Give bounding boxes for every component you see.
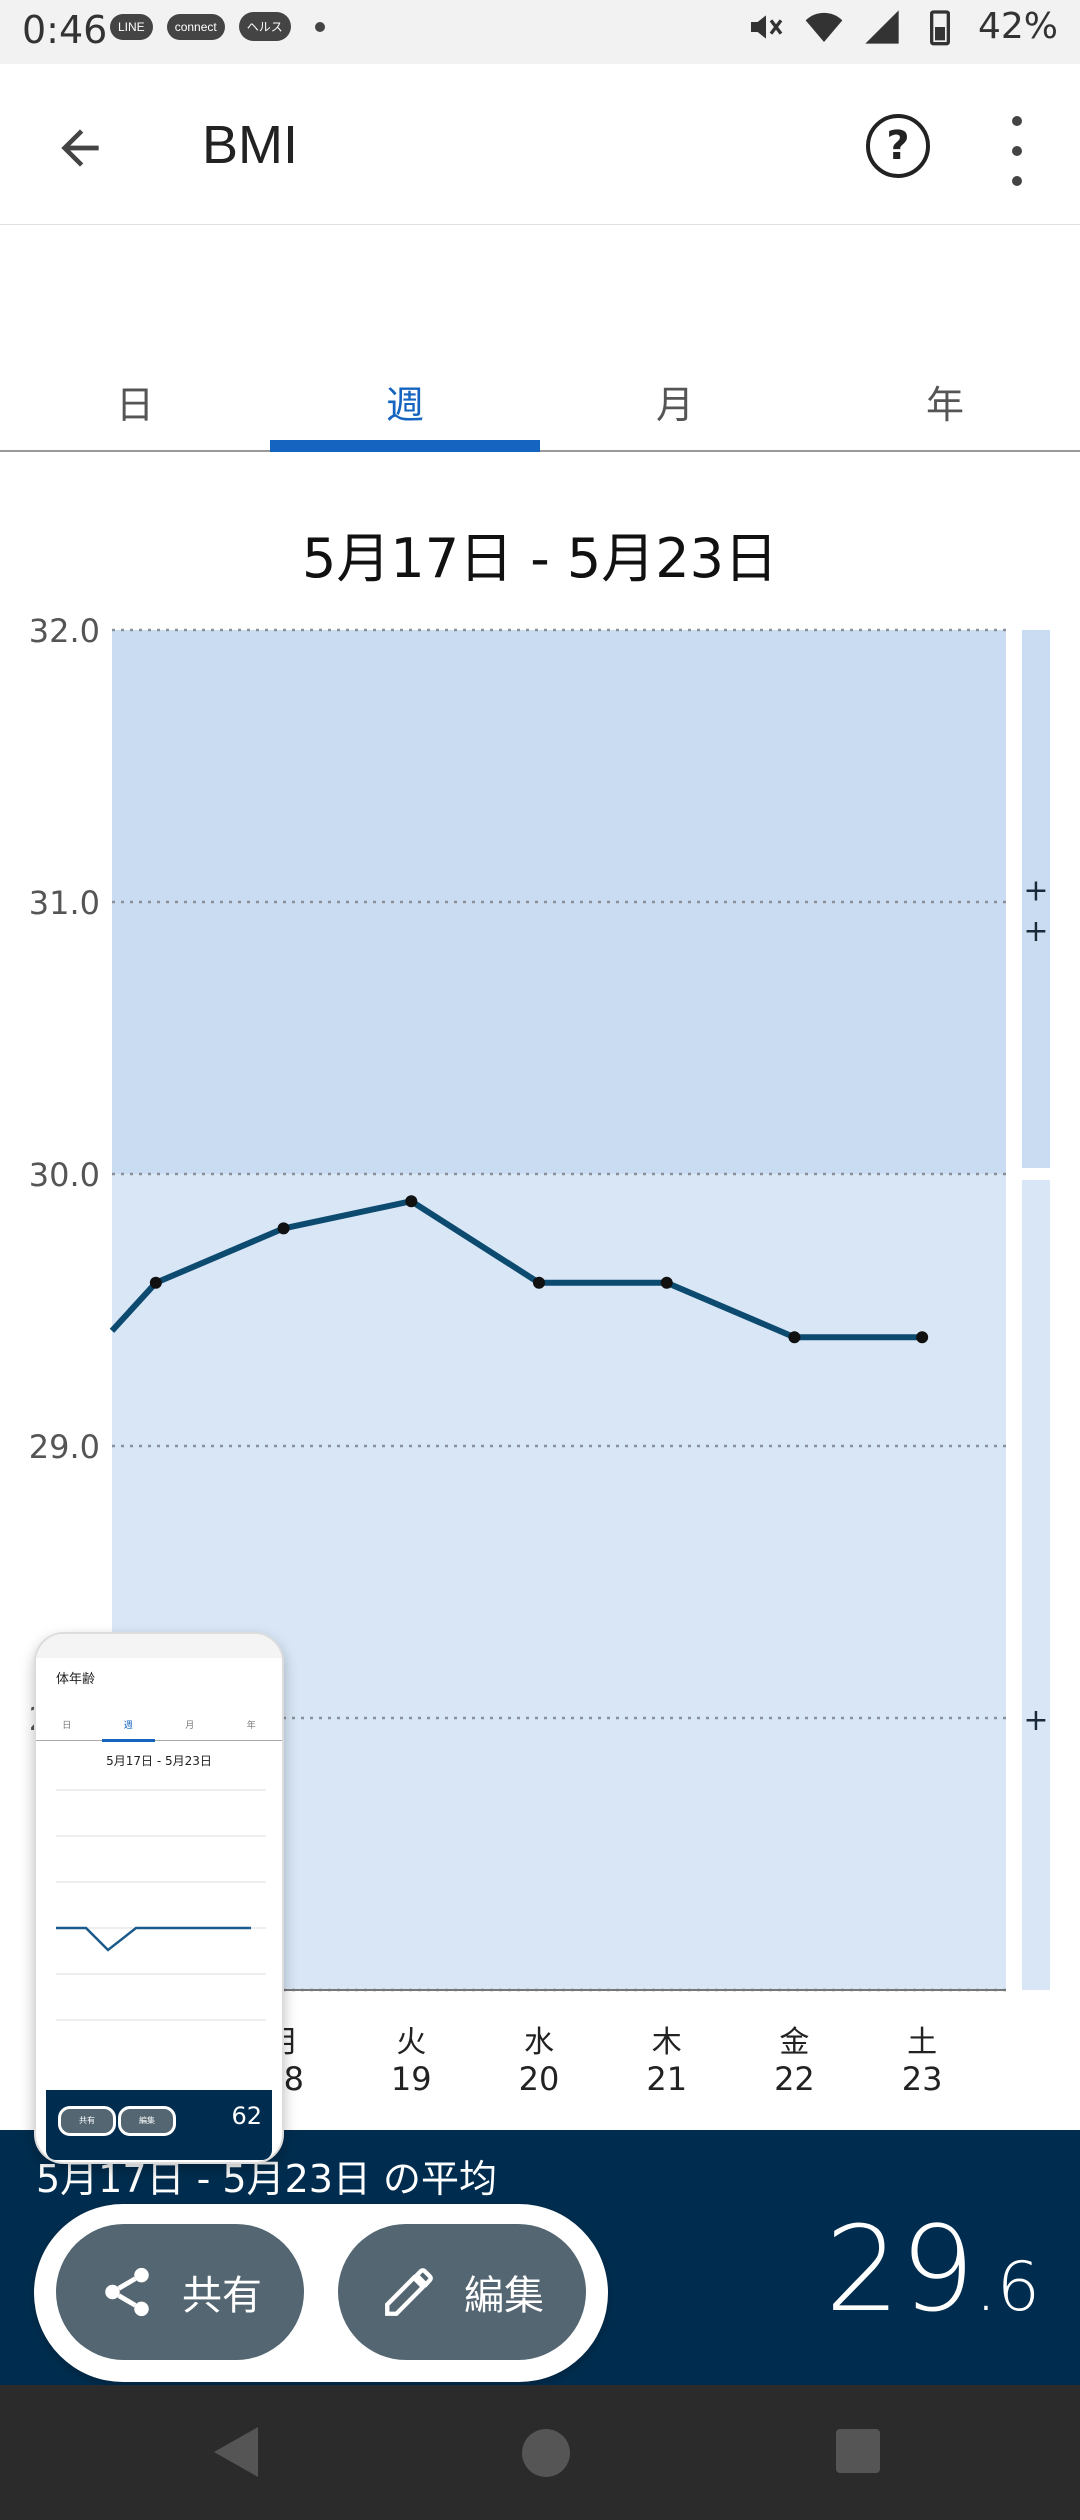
signal-icon xyxy=(865,9,899,44)
thumbnail-chart xyxy=(56,1789,266,2021)
mute-icon xyxy=(750,14,783,39)
screenshot-actions: 共有 編集 xyxy=(34,2204,608,2382)
x-tick-date: 21 xyxy=(646,2060,687,2098)
page-title: BMI xyxy=(202,115,299,175)
average-value-integer: 29 xyxy=(824,2200,976,2338)
x-tick-day: 土 xyxy=(907,2025,937,2060)
thumbnail-tab: 月 xyxy=(185,1721,195,1731)
period-tabs: 日 週 月 年 xyxy=(0,340,1080,452)
right-strip-lower xyxy=(1022,1180,1050,1990)
x-tick-date: 19 xyxy=(391,2060,432,2098)
battery-percent: 42% xyxy=(977,6,1058,47)
data-point xyxy=(788,1331,801,1344)
x-tick-date: 23 xyxy=(902,2060,943,2098)
tab-year[interactable]: 年 xyxy=(925,383,964,427)
pencil-icon xyxy=(385,2268,433,2316)
health-notification-icon: ヘルス xyxy=(238,12,291,41)
tab-month[interactable]: 月 xyxy=(655,383,694,427)
upper-band xyxy=(112,630,1006,1174)
average-value: 29.6 xyxy=(825,2200,1040,2338)
status-time: 0:46 xyxy=(22,8,108,52)
right-strip-upper xyxy=(1022,630,1050,1168)
navigation-bar xyxy=(0,2385,1080,2520)
x-tick-day: 金 xyxy=(779,2025,809,2060)
thumbnail-average: 62 xyxy=(231,2102,262,2130)
share-icon xyxy=(105,2267,149,2317)
back-button[interactable] xyxy=(44,112,116,184)
nav-home-icon[interactable] xyxy=(522,2429,570,2477)
right-marker: + xyxy=(1023,1703,1048,1738)
edit-button[interactable]: 編集 xyxy=(338,2224,586,2360)
thumbnail-share-label: 共有 xyxy=(58,2106,116,2136)
data-point xyxy=(277,1222,290,1235)
tab-week[interactable]: 週 xyxy=(270,340,540,452)
y-tick-label: 31.0 xyxy=(29,884,100,922)
help-icon: ? xyxy=(886,123,910,169)
screenshot-thumbnail[interactable]: 体年齢 日 週 月 年 5月17日 - 5月23日 共有 編集 62 xyxy=(34,1632,284,2164)
more-notifications-dot-icon xyxy=(314,21,325,32)
thumbnail-status-bar xyxy=(36,1634,282,1658)
share-label: 共有 xyxy=(182,2273,262,2319)
y-tick-label: 32.0 xyxy=(29,612,100,650)
date-range-title: 5月17日 - 5月23日 xyxy=(302,527,778,590)
dot-icon xyxy=(1012,146,1022,156)
data-point xyxy=(149,1276,162,1289)
dot-icon xyxy=(1012,176,1022,186)
edit-label: 編集 xyxy=(464,2273,544,2319)
notification-icons: LINE connect ヘルス xyxy=(110,12,325,41)
thumbnail-tab: 日 xyxy=(62,1721,72,1731)
status-bar: 0:46 LINE connect ヘルス 42% xyxy=(0,0,1080,64)
thumbnail-tabs: 日 週 月 年 xyxy=(36,1718,282,1742)
x-tick-date: 22 xyxy=(774,2060,815,2098)
data-point xyxy=(405,1195,418,1208)
system-icons: 42% xyxy=(746,6,1058,47)
wifi-icon xyxy=(805,12,843,42)
help-button[interactable]: ? xyxy=(866,114,930,178)
data-point xyxy=(533,1276,545,1289)
more-options-button[interactable] xyxy=(992,116,1042,186)
x-tick-day: 水 xyxy=(524,2025,554,2060)
right-marker: + xyxy=(1023,914,1048,949)
thumbnail-range: 5月17日 - 5月23日 xyxy=(106,1754,212,1768)
y-tick-label: 30.0 xyxy=(29,1156,100,1194)
y-tick-label: 29.0 xyxy=(29,1428,100,1466)
tab-day[interactable]: 日 xyxy=(115,383,154,427)
x-tick-date: 20 xyxy=(519,2060,560,2098)
thumbnail-title: 体年齢 xyxy=(56,1672,96,1687)
battery-icon xyxy=(929,9,950,45)
nav-recents-icon[interactable] xyxy=(836,2429,880,2473)
app-bar: BMI ? xyxy=(0,64,1080,225)
data-point xyxy=(660,1276,673,1289)
line-notification-icon: LINE xyxy=(110,13,153,40)
thumbnail-tab: 週 xyxy=(98,1718,160,1742)
x-tick-day: 木 xyxy=(652,2025,682,2060)
connect-notification-icon: connect xyxy=(166,13,225,40)
series-line xyxy=(109,1198,923,1341)
average-value-decimal: .6 xyxy=(975,2248,1040,2327)
thumbnail-tab: 年 xyxy=(246,1721,256,1731)
thumbnail-edit-label: 編集 xyxy=(118,2106,176,2136)
nav-back-icon[interactable] xyxy=(214,2427,258,2477)
arrow-left-icon xyxy=(61,129,99,167)
right-marker: + xyxy=(1023,873,1048,908)
data-point xyxy=(916,1331,929,1344)
x-tick-day: 火 xyxy=(396,2025,426,2060)
dot-icon xyxy=(1012,116,1022,126)
average-label: 5月17日 - 5月23日 の平均 xyxy=(36,2157,498,2201)
share-button[interactable]: 共有 xyxy=(56,2224,304,2360)
